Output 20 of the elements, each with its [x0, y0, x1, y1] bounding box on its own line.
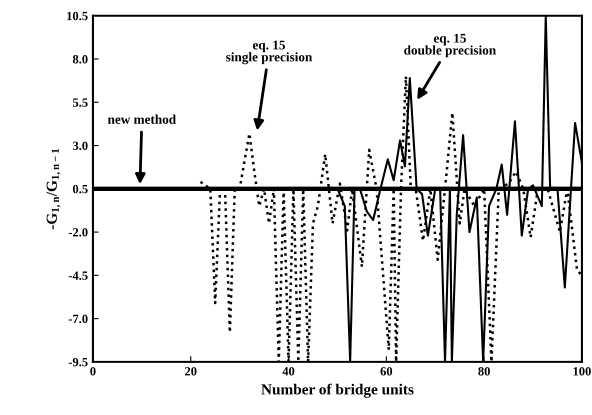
y-tick-label: 5.5: [72, 98, 88, 107]
y-axis-title: -G$_{1,n}$/G$_{1,n−1}$: [46, 148, 60, 230]
x-axis-title: Number of bridge units: [261, 384, 414, 398]
x-tick-label: 80: [478, 367, 490, 376]
x-tick-label: 60: [380, 367, 392, 376]
y-tick-label: -9.5: [68, 358, 88, 366]
y-tick-label: 10.5: [67, 12, 88, 20]
y-tick-label: -7.0: [68, 314, 88, 324]
y-tick-label: 8.0: [72, 55, 88, 64]
x-tick-label: 20: [185, 367, 197, 376]
y-tick-label: -4.5: [68, 271, 88, 280]
x-tick-label: 0: [90, 367, 96, 376]
annotation: eq. 15 double precision: [404, 34, 496, 58]
annotation: new method: [108, 114, 176, 124]
y-tick-label: -2.0: [68, 228, 88, 237]
y-tick-label: 3.0: [72, 142, 88, 150]
x-tick-label: 100: [574, 367, 591, 376]
annotation: eq. 15 single precision: [226, 40, 312, 64]
y-tick-label: 0.5: [72, 184, 88, 194]
x-tick-label: 40: [282, 367, 294, 376]
